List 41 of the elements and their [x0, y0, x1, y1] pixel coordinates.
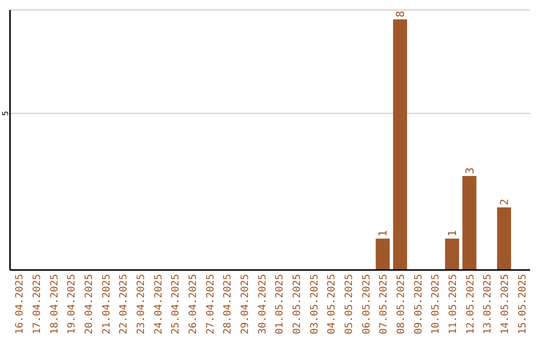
x-tick-label: 04.05.2025	[326, 274, 338, 334]
x-tick-label: 23.04.2025	[136, 274, 147, 334]
x-tick-label: 29.04.2025	[240, 274, 251, 334]
bar	[376, 238, 390, 270]
x-tick-label: 19.04.2025	[66, 274, 78, 334]
bar	[497, 207, 512, 270]
x-tick-label: 28.04.2025	[222, 274, 234, 334]
bar	[445, 238, 460, 270]
x-tick-label: 11.05.2025	[448, 274, 459, 334]
x-tick-label: 10.05.2025	[430, 274, 442, 334]
data-label: 3	[463, 167, 476, 174]
x-tick-label: 12.05.2025	[465, 274, 476, 334]
bar	[393, 19, 408, 270]
x-tick-label: 01.05.2025	[274, 274, 286, 334]
x-tick-label: 25.04.2025	[170, 274, 182, 334]
x-tick-label: 03.05.2025	[309, 274, 320, 334]
bar	[462, 176, 476, 270]
x-tick-label: 22.04.2025	[118, 274, 130, 334]
x-tick-label: 27.04.2025	[205, 274, 216, 334]
x-tick-label: 15.05.2025	[517, 274, 528, 334]
x-tick-label: 17.04.2025	[32, 274, 43, 334]
x-tick-label: 07.05.2025	[378, 274, 390, 334]
x-tick-label: 26.04.2025	[188, 274, 199, 334]
data-label: 1	[376, 230, 390, 237]
x-tick-label: 13.05.2025	[482, 274, 494, 334]
data-label: 1	[446, 230, 460, 237]
y-tick-label: 5	[1, 110, 10, 116]
x-tick-label: 09.05.2025	[413, 274, 424, 334]
x-tick-label: 16.04.2025	[14, 274, 26, 334]
x-tick-label: 02.05.2025	[292, 274, 303, 334]
x-tick-label: 21.04.2025	[101, 274, 112, 334]
x-tick-label: 18.04.2025	[49, 274, 60, 334]
x-tick-label: 05.05.2025	[344, 274, 355, 334]
x-tick-label: 14.05.2025	[500, 274, 511, 334]
x-tick-label: 06.05.2025	[361, 274, 372, 334]
data-label: 8	[394, 10, 408, 18]
data-label: 2	[498, 198, 512, 206]
x-tick-label: 08.05.2025	[396, 274, 407, 334]
x-tick-label: 24.04.2025	[153, 274, 164, 334]
x-tick-label: 30.04.2025	[257, 274, 268, 334]
x-tick-label: 20.04.2025	[84, 274, 95, 334]
